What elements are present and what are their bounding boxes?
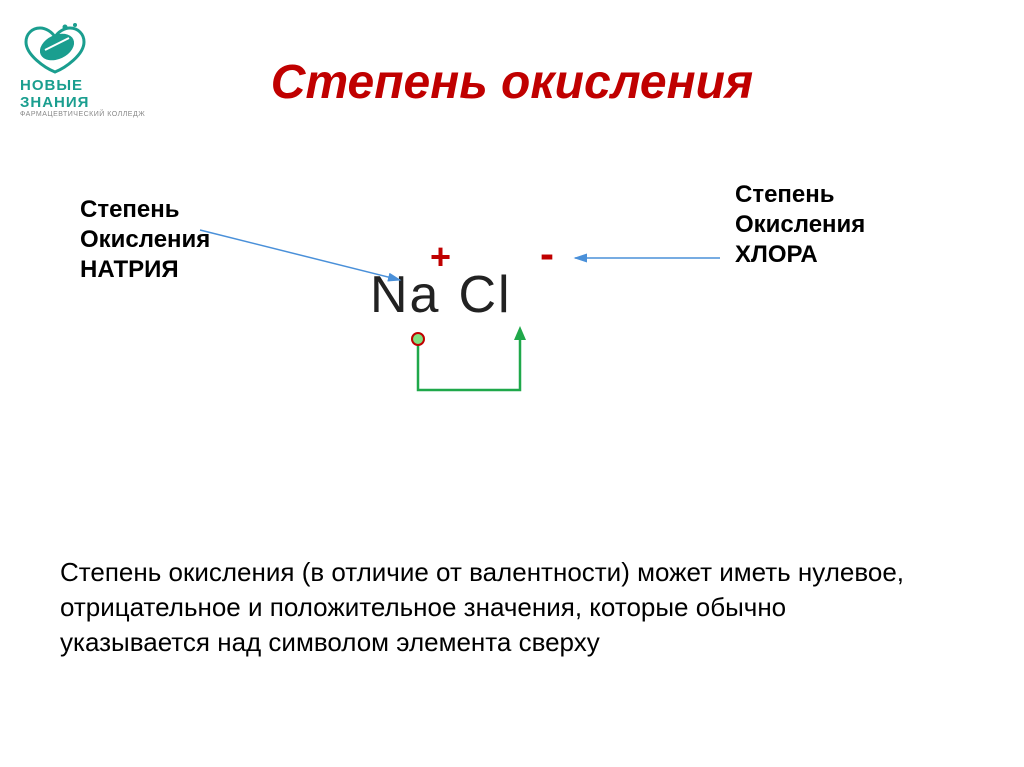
label-sodium-line2: Окисления — [80, 226, 210, 253]
label-chlorine: Степень Окисления ХЛОРА — [735, 180, 865, 270]
label-chlorine-line3: ХЛОРА — [735, 241, 818, 268]
body-text: Степень окисления (в отличие от валентно… — [60, 555, 940, 660]
label-sodium-line3: НАТРИЯ — [80, 256, 179, 283]
logo-text-sub: ФАРМАЦЕВТИЧЕСКИЙ КОЛЛЕДЖ — [20, 111, 150, 118]
element-cl: Cl — [458, 266, 511, 324]
label-sodium-line1: Степень — [80, 196, 180, 223]
green-arrowhead — [514, 326, 526, 340]
element-na: Na — [370, 266, 440, 324]
label-sodium: Степень Окисления НАТРИЯ — [80, 195, 210, 285]
label-chlorine-line1: Степень — [735, 181, 835, 208]
charge-minus: - — [540, 230, 554, 278]
green-bracket — [418, 335, 520, 390]
label-chlorine-line2: Окисления — [735, 211, 865, 238]
chemical-formula: Na Cl — [370, 265, 512, 325]
electron-dot — [411, 332, 425, 346]
page-title: Степень окисления — [0, 55, 1024, 110]
